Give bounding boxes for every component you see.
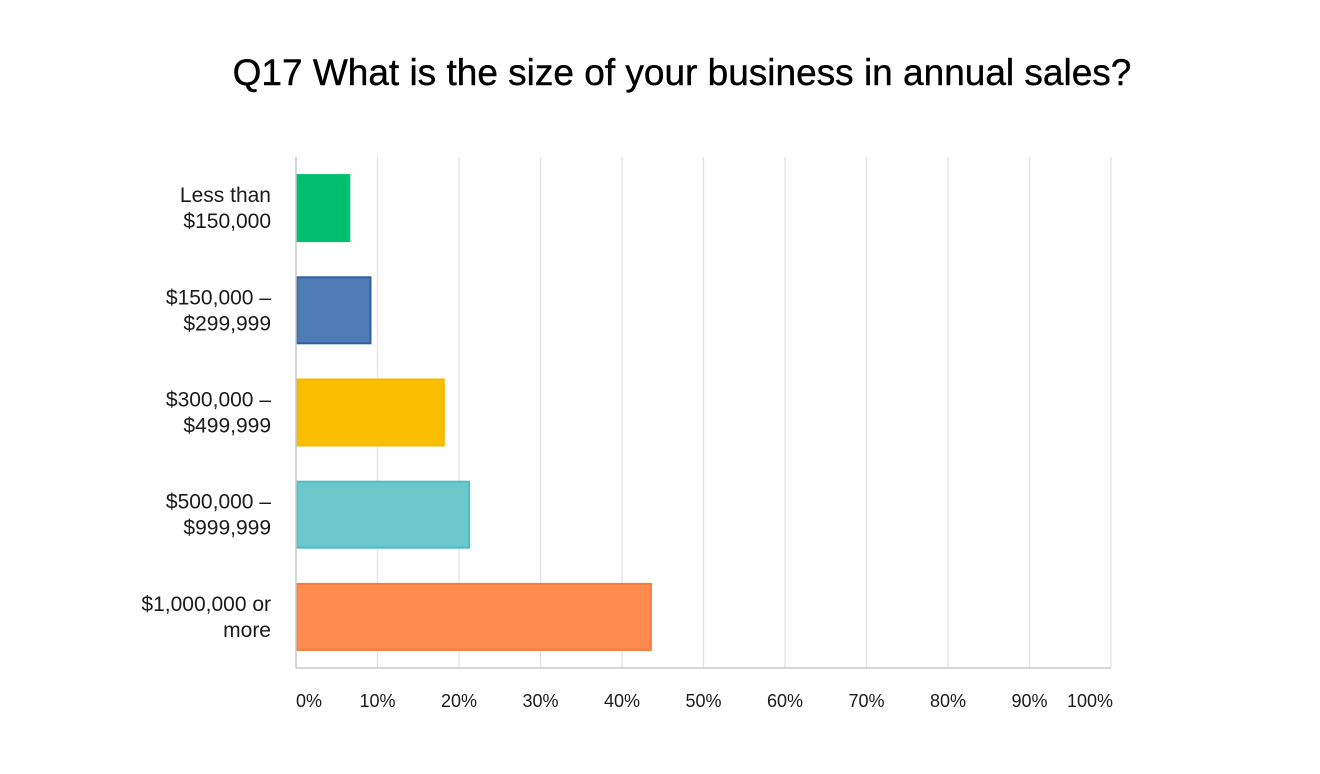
- category-label: more: [223, 619, 271, 642]
- bars: [295, 174, 652, 651]
- x-tick-label: 20%: [441, 691, 477, 711]
- category-label: Less than: [180, 184, 271, 207]
- x-tick-label: 30%: [522, 691, 558, 711]
- x-tick-label: 80%: [930, 691, 966, 711]
- category-label: $150,000 –: [166, 286, 271, 309]
- category-label: $1,000,000 or: [141, 593, 271, 616]
- x-tick-label: 60%: [767, 691, 803, 711]
- category-labels: Less than $150,000 $150,000 – $299,999 $300,…: [141, 184, 271, 642]
- grid-lines: [376, 157, 1112, 668]
- x-tick-label: 100%: [1067, 691, 1113, 711]
- bar: [295, 582, 652, 651]
- bar: [295, 480, 471, 549]
- category-label: $150,000: [183, 210, 271, 233]
- category-label: $299,999: [183, 312, 271, 335]
- x-tick-label: 40%: [604, 691, 640, 711]
- x-tick-label: 90%: [1011, 691, 1047, 711]
- category-label: $500,000 –: [166, 491, 271, 514]
- bar: [295, 174, 351, 243]
- x-tick-label: 70%: [848, 691, 884, 711]
- category-label: $300,000 –: [166, 389, 271, 412]
- category-label: $499,999: [183, 415, 271, 438]
- category-label: $999,999: [183, 517, 271, 540]
- chart-title: Q17 What is the size of your business in…: [232, 52, 1132, 93]
- bar: [295, 276, 372, 345]
- x-tick-label: 0%: [296, 691, 322, 711]
- x-tick-labels: 0% 10% 20% 30% 40% 50% 60% 70% 80% 90% 100%: [296, 691, 1113, 711]
- axes: [295, 157, 1111, 669]
- x-tick-label: 50%: [685, 691, 721, 711]
- x-tick-label: 10%: [359, 691, 395, 711]
- bar: [295, 378, 445, 447]
